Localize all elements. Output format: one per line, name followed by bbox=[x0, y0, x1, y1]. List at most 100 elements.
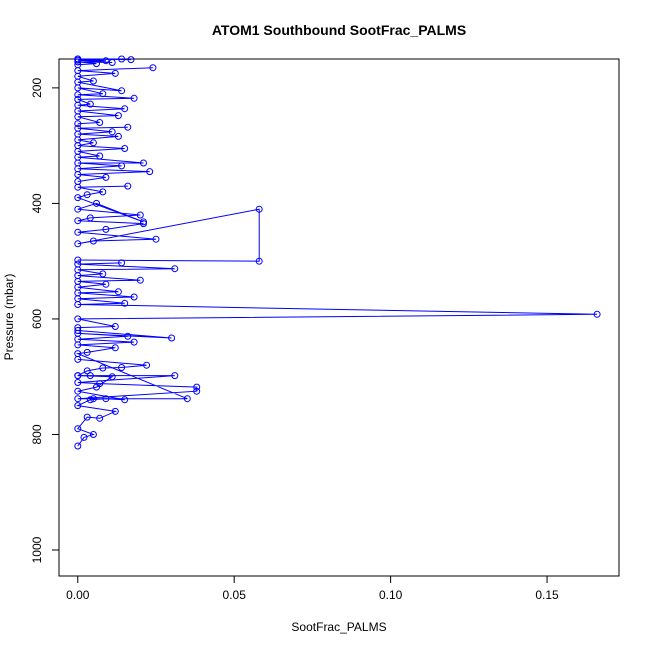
data-point bbox=[152, 235, 160, 243]
y-tick-label: 800 bbox=[30, 424, 44, 444]
chart-title: ATOM1 Southbound SootFrac_PALMS bbox=[212, 22, 466, 38]
data-point bbox=[86, 396, 94, 404]
data-point bbox=[193, 387, 201, 395]
series-line-4 bbox=[77, 126, 150, 182]
data-point bbox=[183, 395, 191, 403]
data-point bbox=[96, 119, 104, 126]
data-point bbox=[171, 265, 179, 273]
data-point bbox=[74, 124, 82, 132]
data-point bbox=[124, 123, 132, 131]
data-point bbox=[99, 188, 107, 196]
data-point bbox=[146, 168, 154, 176]
data-point bbox=[96, 152, 104, 160]
x-tick-label: 0.10 bbox=[379, 588, 403, 602]
series-line-2 bbox=[77, 262, 598, 329]
data-point bbox=[171, 372, 179, 380]
data-point bbox=[102, 57, 110, 65]
y-tick-label: 400 bbox=[30, 193, 44, 213]
data-point bbox=[74, 240, 82, 248]
data-point bbox=[114, 112, 122, 120]
y-tick-label: 200 bbox=[30, 78, 44, 98]
x-axis: 0.00 0.05 0.10 0.15 bbox=[66, 575, 559, 602]
data-point bbox=[108, 59, 116, 66]
data-point bbox=[80, 433, 88, 441]
data-point bbox=[111, 407, 119, 415]
data-point bbox=[74, 228, 82, 236]
data-point bbox=[130, 293, 138, 301]
data-point bbox=[118, 162, 126, 170]
data-point bbox=[74, 350, 82, 358]
data-point bbox=[74, 379, 82, 386]
data-point bbox=[93, 199, 100, 207]
data-point bbox=[136, 276, 144, 284]
data-point bbox=[74, 315, 82, 323]
data-point bbox=[74, 425, 82, 433]
data-point bbox=[140, 159, 147, 167]
data-point bbox=[121, 396, 129, 404]
data-point bbox=[255, 257, 263, 265]
y-tick-label: 600 bbox=[30, 309, 44, 329]
series-line-6 bbox=[77, 58, 132, 66]
x-tick-label: 0.15 bbox=[535, 588, 559, 602]
data-point bbox=[143, 361, 151, 369]
data-point bbox=[96, 414, 104, 422]
data-point bbox=[130, 338, 138, 346]
data-point bbox=[99, 90, 107, 98]
data-point bbox=[121, 105, 129, 113]
data-point bbox=[74, 217, 82, 225]
series-line-1 bbox=[75, 330, 198, 400]
data-point bbox=[114, 288, 122, 296]
data-point bbox=[74, 387, 82, 395]
data-point bbox=[89, 431, 97, 438]
y-tick-label: 1000 bbox=[30, 536, 44, 563]
data-point bbox=[86, 100, 94, 108]
y-axis-label: Pressure (mbar) bbox=[2, 274, 16, 361]
data-point bbox=[86, 214, 94, 222]
data-point bbox=[102, 173, 110, 181]
y-axis: 200 400 600 800 1000 bbox=[30, 78, 60, 563]
data-point bbox=[149, 64, 157, 72]
data-point bbox=[118, 364, 126, 371]
data-point bbox=[118, 87, 126, 95]
data-point bbox=[93, 60, 100, 68]
data-point bbox=[74, 256, 82, 264]
data-point bbox=[127, 56, 135, 64]
data-point bbox=[74, 324, 82, 332]
data-point bbox=[140, 218, 147, 226]
data-point bbox=[83, 367, 91, 375]
data-point bbox=[74, 194, 82, 202]
data-point bbox=[114, 132, 122, 140]
data-point bbox=[74, 260, 82, 268]
data-point bbox=[108, 128, 116, 136]
data-point bbox=[89, 139, 97, 147]
data-point bbox=[83, 191, 91, 199]
data-layer bbox=[74, 55, 601, 450]
data-point bbox=[74, 91, 82, 99]
data-point bbox=[74, 402, 82, 410]
data-point bbox=[111, 69, 119, 77]
data-point bbox=[99, 364, 107, 372]
x-axis-label: SootFrac_PALMS bbox=[291, 620, 386, 634]
data-point bbox=[111, 344, 119, 352]
data-point bbox=[96, 380, 104, 388]
data-point bbox=[130, 94, 138, 102]
data-point bbox=[168, 334, 176, 342]
data-point bbox=[193, 383, 201, 391]
data-point bbox=[89, 395, 97, 403]
data-point bbox=[102, 280, 110, 288]
data-point bbox=[74, 205, 82, 213]
data-point bbox=[255, 205, 263, 213]
x-tick-label: 0.05 bbox=[223, 588, 247, 602]
data-point bbox=[74, 442, 82, 450]
data-point bbox=[121, 299, 129, 307]
data-point bbox=[136, 211, 144, 219]
data-point bbox=[593, 310, 601, 318]
data-point bbox=[74, 120, 82, 128]
x-tick-label: 0.00 bbox=[66, 588, 90, 602]
data-point bbox=[111, 323, 119, 330]
data-point bbox=[74, 95, 82, 103]
data-point bbox=[121, 145, 129, 152]
data-point bbox=[74, 372, 82, 380]
